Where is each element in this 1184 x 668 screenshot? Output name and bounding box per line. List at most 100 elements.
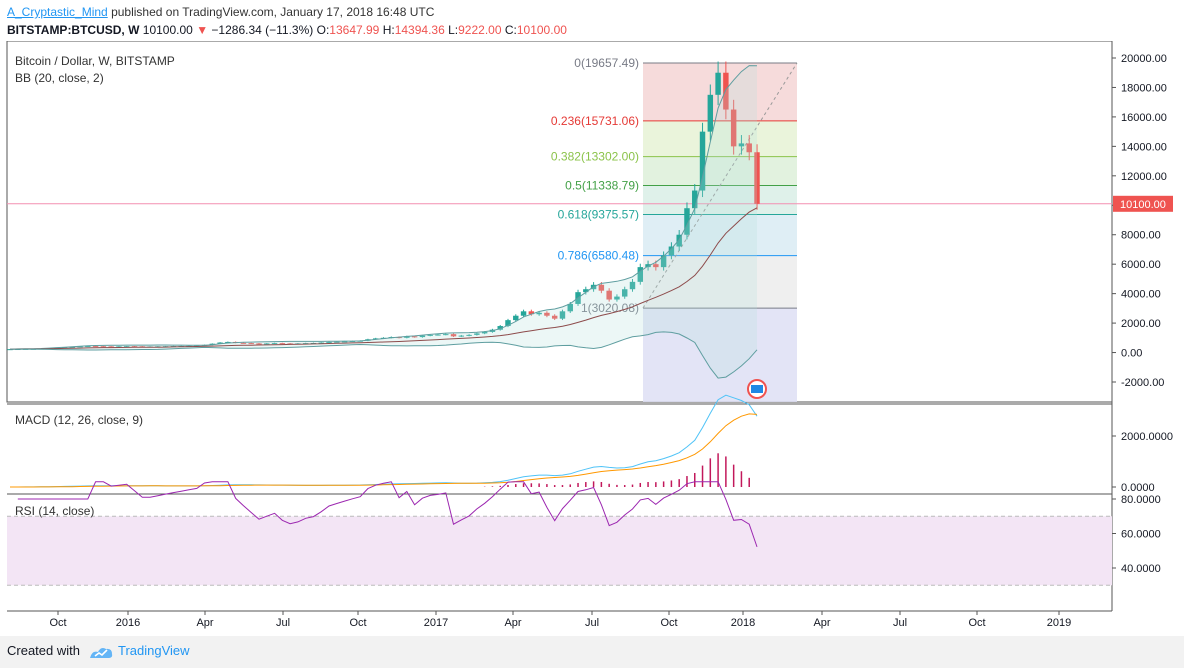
tradingview-link[interactable]: TradingView <box>118 643 190 658</box>
candle-body <box>116 346 122 348</box>
candle-body <box>100 346 107 348</box>
candle-body <box>123 346 130 348</box>
candle-body <box>621 289 628 297</box>
candle-body <box>707 94 714 132</box>
candle-body <box>660 255 667 268</box>
candle-body <box>715 72 721 95</box>
close-label: C: <box>504 23 517 37</box>
rsi-y-tick-label: 60.0000 <box>1121 529 1161 541</box>
main-panel-title: Bitcoin / Dollar, W, BITSTAMP <box>15 54 175 68</box>
fib-level-label: 0.618(9375.57) <box>558 207 639 221</box>
publish-info: published on TradingView.com, January 17… <box>111 5 435 19</box>
candle-body <box>668 246 675 256</box>
y-tick-label: 16000.00 <box>1121 112 1167 124</box>
last-price-badge-text: 10100.00 <box>1120 199 1166 211</box>
symbol-label: BITSTAMP:BTCUSD, W <box>7 23 140 37</box>
x-tick-label: Jul <box>276 617 290 629</box>
candle-body <box>69 346 75 348</box>
rsi-y-tick-label: 40.0000 <box>1121 563 1161 575</box>
x-tick-label: Oct <box>49 617 66 629</box>
price-change: −1286.34 (−11.3%) <box>211 23 314 37</box>
candle-body <box>318 342 324 344</box>
fib-zone <box>643 185 797 215</box>
candle-body <box>746 143 752 153</box>
bb-indicator-label: BB (20, close, 2) <box>15 71 104 85</box>
ohlc-header: BITSTAMP:BTCUSD, W 10100.00 ▼ −1286.34 (… <box>7 23 567 37</box>
candle-body <box>264 343 270 345</box>
last-price-badge <box>1113 195 1173 212</box>
down-arrow-icon: ▼ <box>196 23 209 37</box>
candle-body <box>443 334 449 336</box>
fib-level-label: 1(3020.08) <box>581 301 639 315</box>
low-label: L: <box>448 23 459 37</box>
candle-body <box>505 320 511 327</box>
x-tick-label: Oct <box>968 617 985 629</box>
x-tick-label: Apr <box>813 617 830 629</box>
candle-body <box>404 336 410 338</box>
rsi-y-tick-label: 80.0000 <box>1121 494 1161 506</box>
x-tick-label: 2018 <box>731 617 755 629</box>
close-value: 10100.00 <box>516 23 567 37</box>
open-label: O: <box>316 23 330 37</box>
candle-body <box>108 346 114 348</box>
tradingview-logo-icon <box>90 648 113 658</box>
candle-body <box>411 336 418 338</box>
macd-line <box>10 394 758 488</box>
y-tick-label: 14000.00 <box>1121 141 1167 153</box>
fib-zone <box>643 255 797 309</box>
y-tick-label: 18000.00 <box>1121 82 1167 94</box>
candle-body <box>730 109 737 147</box>
candle-body <box>427 334 433 336</box>
candle-body <box>334 341 340 343</box>
y-tick-label: 0.00 <box>1121 348 1142 360</box>
candle-body <box>598 284 605 291</box>
y-tick-label: 2000.00 <box>1121 318 1161 330</box>
candle-body <box>435 334 441 336</box>
x-tick-label: Oct <box>349 617 366 629</box>
candle-body <box>225 341 231 343</box>
candle-body <box>458 335 465 337</box>
candle-body <box>723 72 729 110</box>
macd-y-tick-label: 2000.0000 <box>1121 431 1173 443</box>
publish-header: A_Cryptastic_Mind published on TradingVi… <box>7 5 434 19</box>
chart-svg[interactable]: 0(19657.49) 0.236(15731.06) 0.382(13302.00… <box>0 40 1184 631</box>
candle-body <box>676 234 682 247</box>
fib-level-label: 0.236(15731.06) <box>551 114 639 128</box>
last-price: 10100.00 <box>142 23 193 37</box>
fib-zone <box>643 214 797 256</box>
us-flag-event-icon <box>751 385 763 393</box>
candle-body <box>217 342 223 344</box>
candle-body <box>466 334 472 336</box>
candle-body <box>240 342 247 344</box>
open-value: 13647.99 <box>329 23 380 37</box>
candle-body <box>754 152 760 204</box>
x-tick-label: 2016 <box>116 617 140 629</box>
candle-body <box>536 312 542 315</box>
candle-body <box>450 334 457 337</box>
candle-body <box>738 143 745 147</box>
high-value: 14394.36 <box>394 23 445 37</box>
candle-body <box>699 131 706 191</box>
candle-body <box>567 303 573 312</box>
candle-body <box>528 311 535 315</box>
high-label: H: <box>382 23 395 37</box>
candle-body <box>279 343 286 345</box>
rsi-panel-title: RSI (14, close) <box>15 504 95 518</box>
chart-area[interactable]: 0(19657.49) 0.236(15731.06) 0.382(13302.00… <box>0 40 1184 631</box>
macd-y-tick-label: 0.0000 <box>1121 482 1155 494</box>
author-link[interactable]: A_Cryptastic_Mind <box>7 5 108 19</box>
x-tick-label: Apr <box>196 617 213 629</box>
candle-body <box>692 190 698 209</box>
x-tick-label: Jul <box>585 617 599 629</box>
created-with-label: Created with <box>7 643 80 658</box>
fib-zone <box>643 308 797 402</box>
candle-body <box>513 315 519 321</box>
candle-body <box>77 346 83 348</box>
macd-panel-title: MACD (12, 26, close, 9) <box>15 413 144 427</box>
candle-body <box>131 346 138 348</box>
candle-body <box>583 289 589 293</box>
candle-body <box>248 343 254 345</box>
candle-body <box>637 267 644 282</box>
rsi-line <box>17 481 758 548</box>
bollinger-lower-line <box>10 331 758 379</box>
